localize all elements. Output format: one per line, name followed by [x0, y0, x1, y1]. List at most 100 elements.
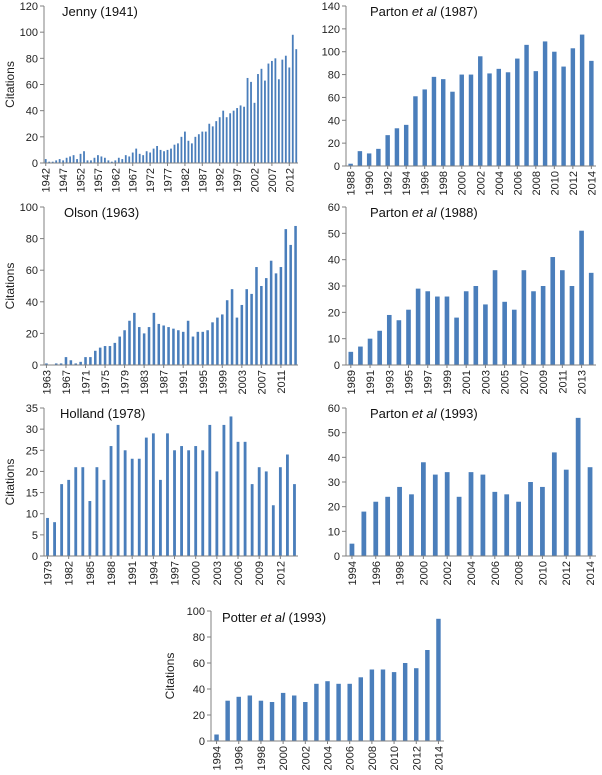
x-tick-label: 2008 — [531, 171, 543, 195]
bar-2008 — [274, 58, 277, 164]
chart-svg-potter: 0 20 40 60 80 100 1994 1996 1998 2000 2002 2004 2006… — [163, 606, 445, 770]
x-tick-label: 2011 — [276, 370, 288, 394]
x-tick-label: 2007 — [267, 168, 279, 192]
chart-title: Parton et al (1993) — [370, 406, 478, 421]
y-tick-label: 10 — [26, 509, 38, 521]
chart-svg-parton1988: 0 10 20 30 40 50 60 1989 1991 1993 1995 1997 1999 200… — [328, 202, 596, 394]
y-tick-label: 25 — [26, 445, 38, 457]
chart-jenny-1941: 0 20 40 60 80 100 120 1942 1947 1952 1957 1962 1967 1… — [0, 0, 300, 200]
bar-1968 — [69, 360, 73, 365]
bar-1995 — [159, 479, 162, 556]
y-tick-label: 20 — [328, 138, 340, 150]
bar-1970 — [142, 155, 145, 163]
bar-2007 — [260, 286, 263, 365]
bar-1987 — [102, 479, 106, 556]
bar-1990 — [358, 346, 363, 365]
bar-1992 — [186, 320, 190, 365]
bar-1995 — [225, 700, 230, 741]
bar-2013 — [425, 650, 430, 741]
bar-1983 — [187, 140, 190, 163]
bar-1985 — [152, 312, 156, 365]
bar-1950 — [72, 155, 75, 163]
y-tick-label: 80 — [26, 234, 38, 246]
bar-2008 — [264, 278, 268, 365]
x-tick-label: 2002 — [475, 171, 487, 195]
bar-2013 — [289, 244, 292, 365]
y-tick-label: 0 — [32, 360, 38, 372]
bar-1981 — [180, 136, 183, 163]
bar-2000 — [421, 462, 426, 556]
x-tick-label: 1983 — [139, 370, 151, 394]
bar-1995 — [229, 113, 232, 163]
bar-2003 — [483, 304, 488, 365]
x-tick-label: 1942 — [41, 168, 53, 192]
bar-2014 — [294, 225, 297, 365]
bar-2010 — [550, 257, 556, 365]
bar-1999 — [450, 91, 455, 166]
bar-1997 — [211, 322, 214, 365]
bar-2012 — [563, 469, 569, 556]
bar-1979 — [46, 517, 49, 556]
x-tick-label: 1988 — [346, 171, 358, 195]
bar-1997 — [247, 695, 253, 741]
x-tick-label: 2009 — [254, 561, 266, 585]
bar-2007 — [243, 441, 247, 556]
bar-2009 — [528, 482, 533, 556]
bar-2000 — [225, 300, 229, 365]
bar-1980 — [53, 522, 56, 556]
x-tick-label: 1994 — [347, 561, 359, 585]
bar-1998 — [258, 700, 264, 741]
bar-2003 — [314, 683, 319, 741]
bar-2005 — [505, 72, 511, 166]
bar-1948 — [65, 157, 68, 163]
bar-1988 — [167, 327, 170, 365]
bar-2001 — [250, 81, 252, 163]
bar-1994 — [214, 734, 219, 741]
chart-potter-1993: 0 20 40 60 80 100 1994 1996 1998 2000 2002 2004 2006… — [160, 604, 460, 775]
bar-1983 — [74, 467, 78, 556]
x-tick-label: 1991 — [178, 370, 190, 394]
bar-2008 — [533, 71, 539, 166]
bar-2013 — [575, 417, 581, 556]
chart-title: Jenny (1941) — [62, 4, 138, 19]
bar-1951 — [76, 159, 78, 163]
bar-1989 — [348, 351, 354, 365]
bar-2010 — [552, 51, 557, 166]
x-tick-label: 1995 — [198, 370, 210, 394]
bar-1996 — [166, 433, 169, 556]
chart-svg-parton1993: 0 10 20 30 40 50 60 1994 1996 1998 2000 2002 2004 200… — [328, 403, 597, 585]
bar-2007 — [358, 677, 364, 741]
x-tick-label: 1982 — [64, 561, 76, 585]
bar-2005 — [229, 416, 233, 556]
chart-parton-1988: 0 10 20 30 40 50 60 1989 1991 1993 1995 1997 1999 200… — [300, 200, 602, 400]
chart-title: Potter et al (1993) — [222, 610, 326, 625]
y-tick-label: 50 — [328, 228, 340, 240]
y-tick-label: 0 — [334, 161, 340, 173]
bar-1957 — [97, 155, 99, 163]
bar-1997 — [425, 291, 431, 365]
bar-2009 — [269, 260, 273, 365]
x-tick-label: 2010 — [549, 171, 561, 195]
bar-1999 — [444, 296, 450, 365]
bar-1999 — [243, 106, 245, 163]
bar-1981 — [60, 484, 64, 556]
bar-1987 — [162, 325, 165, 365]
bar-1994 — [151, 433, 155, 556]
bar-2012 — [278, 467, 282, 556]
bar-1988 — [204, 131, 207, 163]
bar-2002 — [473, 286, 479, 365]
bar-1999 — [409, 494, 414, 556]
bar-1984 — [147, 327, 151, 365]
bar-2002 — [303, 702, 308, 741]
x-tick-label: 2012 — [284, 168, 296, 192]
bar-1997 — [431, 76, 437, 166]
x-tick-label: 1972 — [145, 168, 157, 192]
bar-2002 — [253, 102, 256, 163]
bar-2003 — [240, 304, 244, 365]
bar-2006 — [511, 309, 517, 365]
bar-1978 — [170, 148, 172, 163]
y-tick-label: 20 — [328, 307, 340, 319]
bar-1963 — [45, 363, 48, 365]
bar-2002 — [235, 317, 239, 365]
bar-1990 — [211, 126, 214, 163]
